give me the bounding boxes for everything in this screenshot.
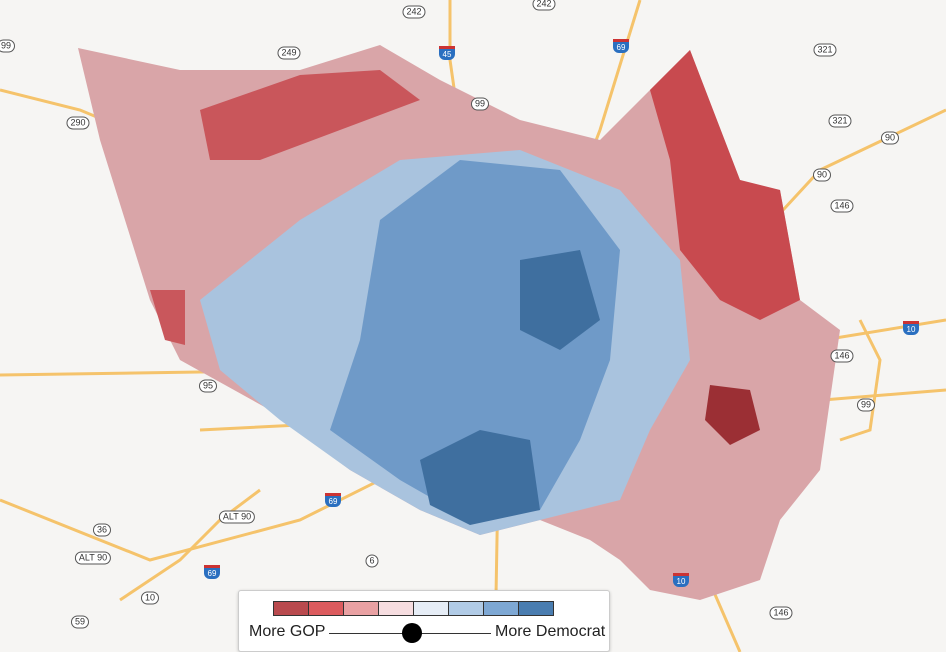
route-shield-state: 99 bbox=[856, 398, 876, 412]
route-shield-state: 99 bbox=[470, 97, 490, 111]
route-shield-state: 95 bbox=[198, 379, 218, 393]
precincts-gop-west bbox=[150, 290, 185, 345]
route-shield-us: ALT 90 bbox=[74, 551, 112, 565]
route-shield-state: 242 bbox=[532, 0, 556, 11]
route-shield-state: 249 bbox=[277, 46, 301, 60]
legend-swatch bbox=[414, 602, 449, 615]
route-shield-state: 6 bbox=[365, 554, 379, 568]
route-shield-us: 90 bbox=[812, 168, 832, 182]
legend-swatch bbox=[519, 602, 553, 615]
legend-swatch bbox=[379, 602, 414, 615]
route-shield-state: 10 bbox=[140, 591, 160, 605]
precincts-gop-northwest bbox=[200, 70, 420, 160]
precincts-dem-strong bbox=[420, 430, 540, 525]
legend: More GOP More Democrat bbox=[238, 590, 610, 652]
route-shield-us: 90 bbox=[880, 131, 900, 145]
route-shield-interstate: 69 bbox=[204, 565, 220, 579]
route-shield-interstate: 45 bbox=[439, 46, 455, 60]
slider-handle[interactable] bbox=[402, 623, 422, 643]
legend-color-scale bbox=[273, 601, 554, 616]
route-shield-state: 36 bbox=[92, 523, 112, 537]
legend-swatch bbox=[344, 602, 379, 615]
route-shield-state: 146 bbox=[769, 606, 793, 620]
legend-swatch bbox=[449, 602, 484, 615]
harris-county-precincts[interactable] bbox=[78, 45, 840, 600]
precincts-dem-strong-north bbox=[520, 250, 600, 350]
route-shield-us: 290 bbox=[66, 116, 90, 130]
route-shield-state: 146 bbox=[830, 199, 854, 213]
route-shield-interstate: 69 bbox=[325, 493, 341, 507]
route-shield-state: 99 bbox=[0, 39, 16, 53]
legend-swatch bbox=[484, 602, 519, 615]
route-shield-us: ALT 90 bbox=[218, 510, 256, 524]
legend-right-label: More Democrat bbox=[495, 623, 606, 640]
legend-swatch bbox=[309, 602, 344, 615]
legend-left-label: More GOP bbox=[249, 623, 326, 640]
route-shield-interstate: 69 bbox=[613, 39, 629, 53]
precincts-gop-east bbox=[650, 50, 800, 320]
precincts-gop-southeast bbox=[705, 385, 760, 445]
route-shield-interstate: 10 bbox=[673, 573, 689, 587]
route-shield-us: 59 bbox=[70, 615, 90, 629]
route-shield-state: 242 bbox=[402, 5, 426, 19]
legend-swatch bbox=[274, 602, 309, 615]
route-shield-state: 321 bbox=[813, 43, 837, 57]
route-shield-state: 146 bbox=[830, 349, 854, 363]
route-shield-interstate: 10 bbox=[903, 321, 919, 335]
precincts-dem-core bbox=[330, 160, 620, 520]
route-shield-state: 321 bbox=[828, 114, 852, 128]
